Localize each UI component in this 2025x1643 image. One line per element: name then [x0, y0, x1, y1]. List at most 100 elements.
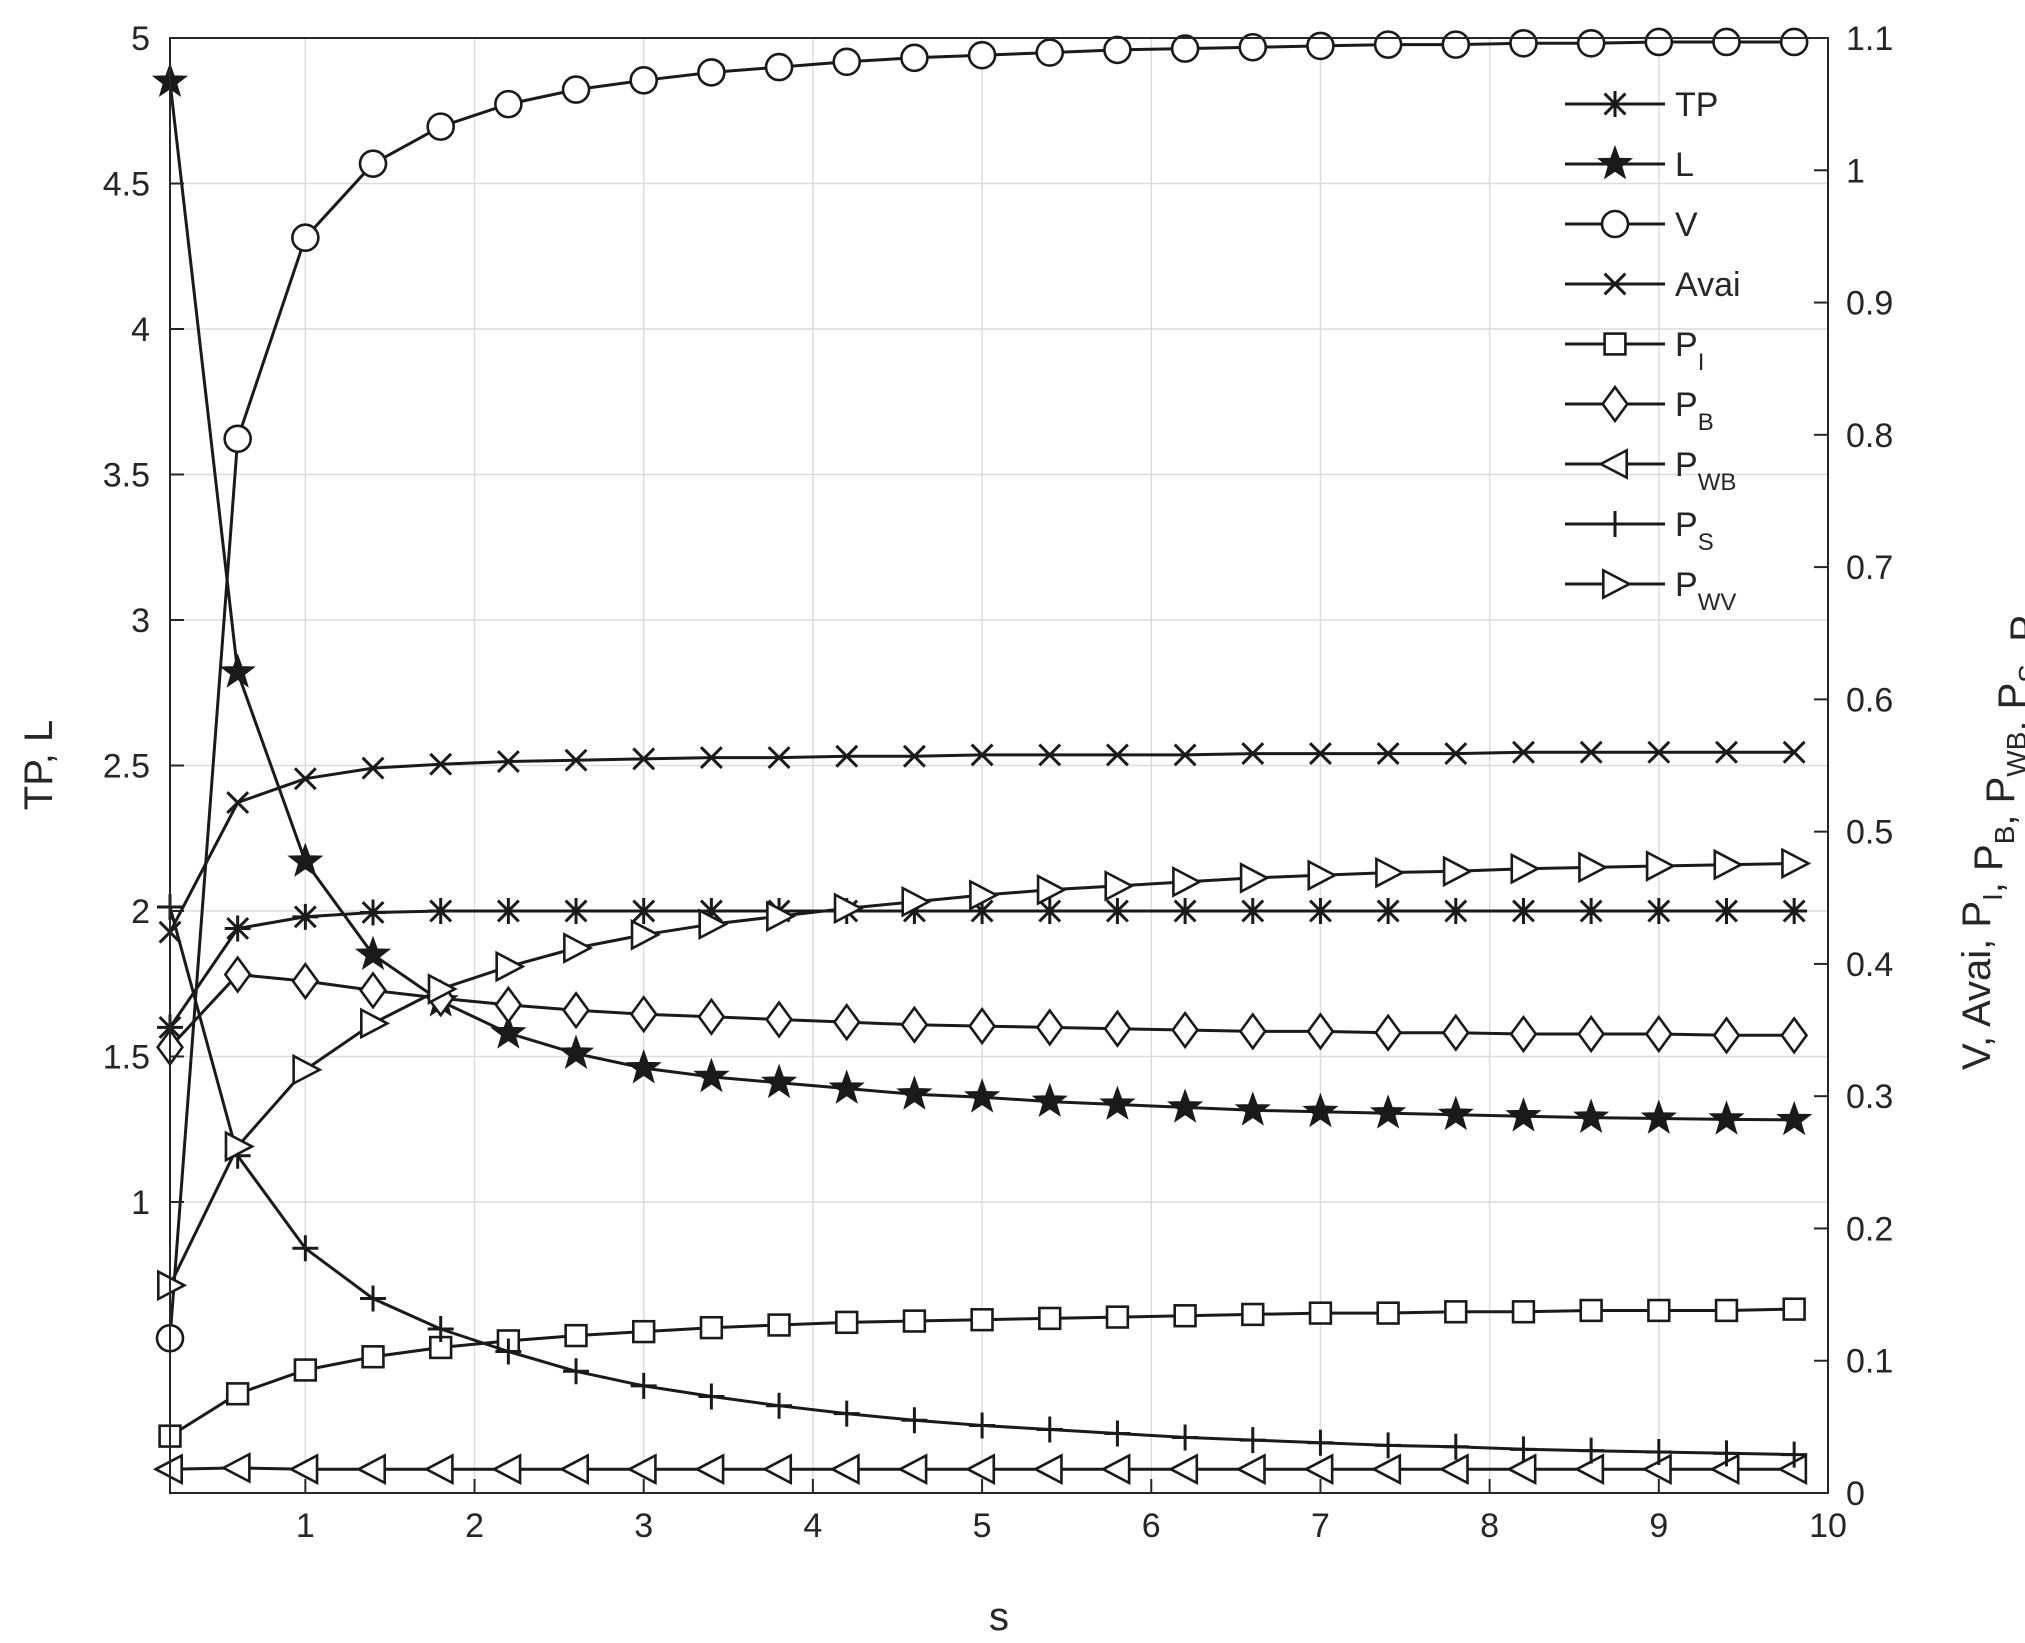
- data-point-pwv: [766, 900, 797, 933]
- data-point-v: [494, 89, 523, 119]
- data-point-avai: [632, 747, 656, 771]
- data-point-pwv: [833, 892, 864, 925]
- data-point-pwb: [829, 1453, 860, 1485]
- legend-item-pwv: PWV: [1565, 566, 1736, 616]
- data-point-pi: [361, 1345, 385, 1369]
- data-point-v: [1441, 30, 1471, 59]
- x-tick-label: 3: [634, 1507, 653, 1545]
- data-point-pi: [902, 1309, 927, 1333]
- data-point-v: [223, 424, 252, 454]
- data-point-ps: [766, 1392, 793, 1419]
- data-point-pb: [832, 1003, 861, 1042]
- data-point-pwb: [491, 1453, 522, 1485]
- x-tick-label: 4: [803, 1507, 822, 1545]
- data-point-tp: [1781, 898, 1808, 924]
- legend-marker: [1600, 209, 1630, 239]
- data-point-avai: [1715, 740, 1738, 764]
- data-point-avai: [1105, 743, 1129, 767]
- data-point-pwb: [1303, 1453, 1334, 1485]
- data-point-tp: [292, 903, 319, 930]
- data-point-tp: [1510, 898, 1537, 924]
- data-point-ps: [495, 1338, 522, 1365]
- legend-label: PB: [1675, 386, 1714, 436]
- data-point-pwb: [626, 1453, 657, 1485]
- legend-label: Avai: [1675, 266, 1741, 304]
- data-point-l: [1437, 1095, 1474, 1131]
- data-point-pi: [970, 1308, 994, 1332]
- data-point-pi: [1511, 1300, 1536, 1324]
- data-point-ps: [833, 1400, 860, 1427]
- data-point-l: [1573, 1098, 1610, 1133]
- series-v: [155, 27, 1809, 1353]
- data-point-avai: [564, 748, 588, 772]
- data-point-pwb: [288, 1453, 319, 1485]
- data-point-pb: [1780, 1016, 1809, 1055]
- data-point-pwv: [630, 919, 661, 951]
- data-point-l: [1234, 1091, 1271, 1126]
- data-point-pi: [1308, 1301, 1333, 1325]
- series-ps: [157, 894, 1808, 1468]
- data-point-avai: [496, 750, 520, 773]
- data-point-pwv: [157, 1269, 188, 1302]
- data-point-pb: [1035, 1008, 1064, 1047]
- data-point-avai: [1512, 740, 1535, 764]
- legend-item-avai: Avai: [1565, 266, 1741, 304]
- data-point-v: [1306, 31, 1335, 61]
- data-point-l: [1505, 1097, 1542, 1132]
- x-tick-label: 1: [296, 1507, 315, 1545]
- legend-marker: [1601, 384, 1629, 424]
- data-point-pwv: [1375, 856, 1406, 889]
- legend-label: PI: [1675, 326, 1704, 376]
- data-point-pwv: [969, 879, 1000, 911]
- data-point-ps: [630, 1372, 657, 1399]
- data-point-l: [963, 1078, 1001, 1113]
- data-point-tp: [969, 898, 996, 924]
- data-point-pb: [1103, 1009, 1132, 1048]
- legend-marker: [1597, 448, 1628, 480]
- data-point-avai: [902, 744, 926, 768]
- series-layer: [151, 27, 1813, 1485]
- legend-item-v: V: [1565, 206, 1698, 244]
- legend: TP LV Avai PI PB PWB PS PWV: [1565, 86, 1741, 616]
- data-point-tp: [630, 898, 657, 924]
- data-point-pb: [1509, 1014, 1538, 1054]
- data-point-pb: [1171, 1010, 1200, 1050]
- y-right-tick-label: 1.1: [1846, 20, 1893, 58]
- data-point-ps: [292, 1235, 319, 1262]
- data-point-pwv: [495, 950, 526, 983]
- series-pwb: [152, 1452, 1808, 1485]
- series-pi: [158, 1297, 1806, 1448]
- data-point-pwv: [1645, 850, 1676, 882]
- data-point-tp: [1172, 898, 1199, 924]
- legend-item-tp: TP: [1565, 86, 1718, 124]
- data-point-avai: [1376, 742, 1400, 766]
- data-point-tp: [1578, 898, 1605, 924]
- data-point-ps: [1510, 1436, 1537, 1463]
- x-tick-label: 8: [1480, 1507, 1499, 1545]
- y-right-tick-label: 0.8: [1846, 417, 1893, 455]
- data-point-v: [1779, 27, 1809, 57]
- data-point-avai: [1782, 740, 1806, 764]
- y-left-tick-label: 2: [131, 893, 150, 931]
- data-point-avai: [226, 791, 250, 814]
- data-point-tp: [1442, 898, 1469, 924]
- data-point-pwb: [964, 1453, 996, 1485]
- data-point-tp: [901, 898, 928, 924]
- data-point-pi: [1241, 1302, 1265, 1327]
- data-point-avai: [835, 744, 859, 768]
- data-point-pwv: [360, 1007, 391, 1040]
- legend-item-pwb: PWB: [1565, 446, 1736, 496]
- data-point-avai: [1308, 742, 1332, 766]
- data-point-tp: [1645, 898, 1672, 924]
- x-tick-label: 6: [1142, 1507, 1161, 1545]
- data-point-l: [1099, 1085, 1136, 1120]
- data-point-avai: [429, 752, 453, 776]
- legend-item-l: L: [1565, 144, 1694, 184]
- data-point-tp: [1713, 898, 1740, 924]
- data-point-pwv: [1781, 847, 1812, 880]
- data-point-pwb: [1100, 1453, 1131, 1485]
- data-point-l: [828, 1069, 865, 1104]
- data-point-ps: [1036, 1416, 1063, 1443]
- data-point-ps: [563, 1358, 590, 1385]
